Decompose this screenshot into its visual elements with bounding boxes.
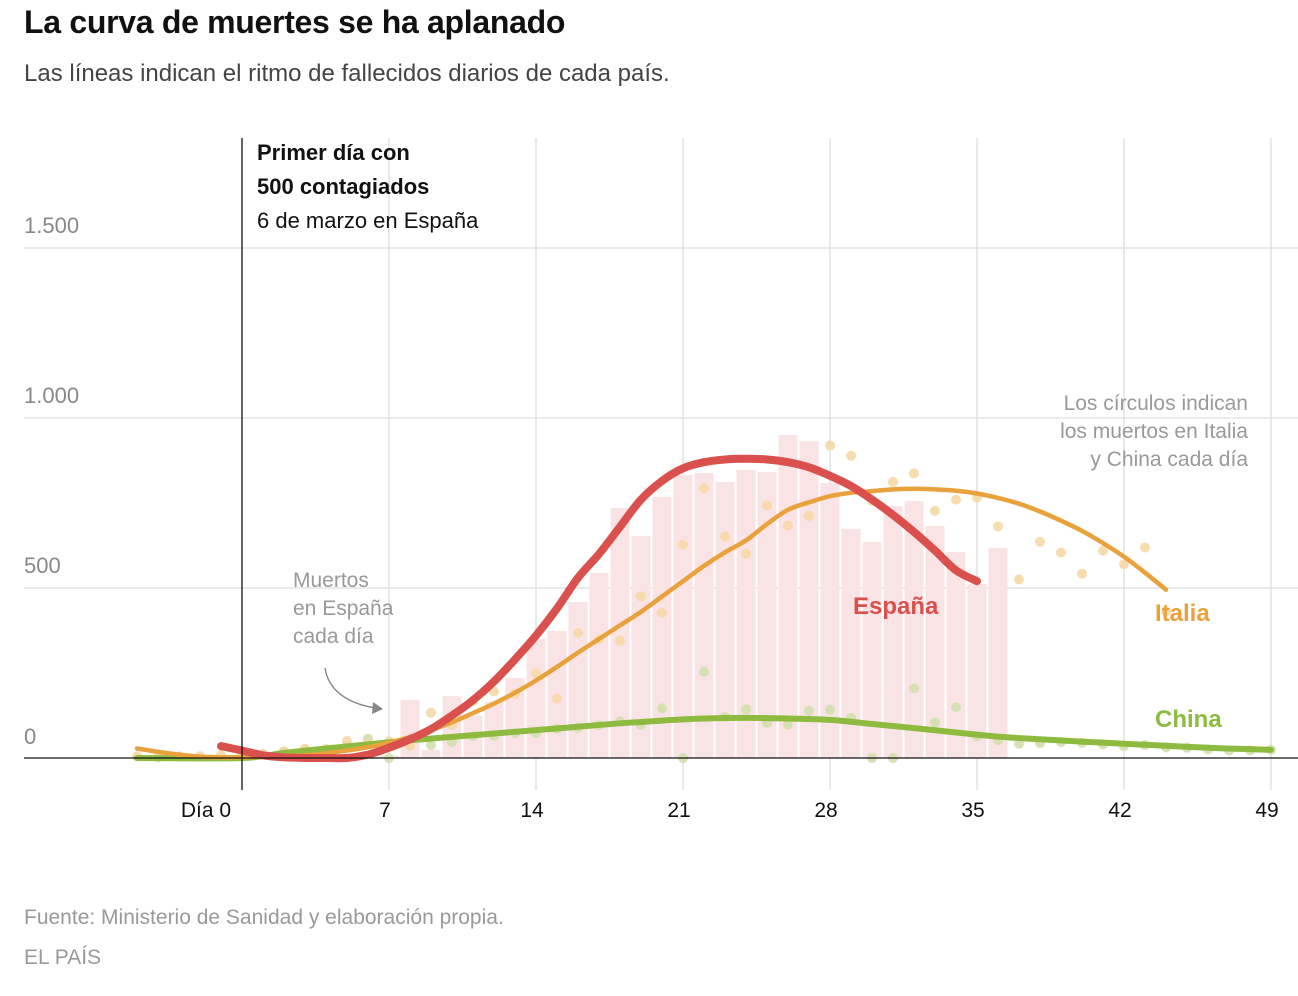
spain-daily-bar xyxy=(484,701,504,758)
spain-daily-bar xyxy=(904,500,924,758)
italy-daily-dot xyxy=(699,483,709,494)
day0-annotation-line1: Primer día con xyxy=(257,140,410,165)
italy-daily-dot xyxy=(741,548,751,559)
bars-note-line3: cada día xyxy=(293,625,374,648)
spain-daily-bar xyxy=(925,526,945,758)
italy-daily-dot xyxy=(888,476,898,487)
y-tick-label: 1.000 xyxy=(24,383,79,408)
italy-daily-dot xyxy=(657,607,667,618)
y-tick-label: 500 xyxy=(24,553,61,578)
day0-annotation-line2: 500 contagiados xyxy=(257,174,429,199)
spain-daily-bar xyxy=(631,535,651,758)
spain-daily-bar xyxy=(421,749,441,758)
x-tick-label: 28 xyxy=(814,799,837,822)
china-daily-dot xyxy=(1014,738,1024,749)
china-daily-dot xyxy=(825,704,835,715)
china-daily-dot xyxy=(699,666,709,677)
brand-label: EL PAÍS xyxy=(24,946,102,969)
italy-daily-dot xyxy=(1098,545,1108,556)
x-tick-labels: Día 0 7 14 21 28 35 42 49 xyxy=(181,799,1279,822)
spain-daily-bar xyxy=(526,639,546,758)
spain-daily-bar xyxy=(673,475,693,758)
x-tick-label: 7 xyxy=(379,799,391,822)
italy-daily-dot xyxy=(993,521,1003,532)
spain-daily-bar xyxy=(799,441,819,758)
spain-daily-bar xyxy=(736,470,756,758)
spain-daily-bar xyxy=(652,496,672,758)
x-tick-label: 49 xyxy=(1255,799,1278,822)
italy-daily-dot xyxy=(1014,574,1024,585)
spain-daily-bar xyxy=(862,542,882,758)
italy-daily-dot xyxy=(909,468,919,479)
china-daily-dot xyxy=(657,703,667,714)
china-daily-dot xyxy=(930,717,940,728)
italy-daily-dot xyxy=(804,510,814,521)
italy-daily-dot xyxy=(783,520,793,531)
spain-daily-bar xyxy=(568,601,588,758)
italy-daily-dot xyxy=(825,440,835,451)
source-note: Fuente: Ministerio de Sanidad y elaborac… xyxy=(24,906,504,929)
italy-daily-dot xyxy=(1035,536,1045,547)
axis-layer xyxy=(24,138,1298,790)
italy-daily-dot xyxy=(531,668,541,678)
china-daily-dot xyxy=(951,702,961,712)
y-tick-label: 0 xyxy=(24,724,36,749)
arrow-icon xyxy=(324,667,376,709)
x-tick-label: 14 xyxy=(520,799,544,822)
chart-subtitle: Las líneas indican el ritmo de fallecido… xyxy=(24,60,670,87)
spain-daily-bar xyxy=(988,547,1008,758)
china-daily-dot xyxy=(909,683,919,694)
italy-daily-dot xyxy=(1077,568,1087,579)
italy-daily-dot xyxy=(636,591,646,602)
arrowhead-icon xyxy=(372,702,383,714)
italy-daily-dot xyxy=(426,707,436,718)
china-daily-dot xyxy=(426,740,436,751)
spain-daily-bar xyxy=(778,435,798,758)
series-label-spain: España xyxy=(853,593,939,620)
spain-daily-bar xyxy=(505,678,525,758)
spain-daily-bar xyxy=(589,573,609,758)
x-tick-label: 21 xyxy=(667,799,690,822)
italy-daily-dot xyxy=(678,539,688,550)
y-tick-label: 1.500 xyxy=(24,213,79,238)
italy-trend-line xyxy=(134,486,1169,760)
series-label-italy: Italia xyxy=(1155,600,1210,627)
italy-daily-dot xyxy=(846,450,856,461)
italy-daily-dot xyxy=(1119,559,1129,570)
spain-daily-bar xyxy=(946,551,966,758)
italy-daily-dot xyxy=(720,531,730,542)
italy-daily-dot xyxy=(930,505,940,516)
china-daily-dot xyxy=(783,719,793,730)
x-tick-label: 35 xyxy=(961,799,984,822)
italy-daily-dot xyxy=(1161,606,1171,617)
italy-daily-dot xyxy=(552,693,562,704)
italy-daily-dot xyxy=(762,500,772,511)
italy-daily-dot xyxy=(1056,547,1066,558)
spain-daily-bar xyxy=(841,528,861,758)
series-label-china: China xyxy=(1155,706,1222,733)
chart-title: La curva de muertes se ha aplanado xyxy=(24,4,566,40)
circles-note-line1: Los círculos indican xyxy=(1064,392,1248,415)
bars-note-line2: en España xyxy=(293,597,394,620)
italy-daily-dot xyxy=(573,627,583,638)
italy-daily-dot xyxy=(615,635,625,646)
italy-daily-dot xyxy=(951,494,961,505)
circles-note-line3: y China cada día xyxy=(1090,448,1248,471)
spain-daily-bar xyxy=(757,472,777,758)
china-trend-line xyxy=(134,714,1274,762)
spain-daily-bar xyxy=(694,473,714,758)
spain-daily-bar xyxy=(883,506,903,758)
x-tick-label: Día 0 xyxy=(181,799,231,822)
circles-note-line2: los muertos en Italia xyxy=(1060,420,1248,443)
spain-daily-bar xyxy=(610,508,630,758)
italy-daily-dot xyxy=(1140,542,1150,553)
x-tick-label: 42 xyxy=(1108,799,1131,822)
day0-annotation-line3: 6 de marzo en España xyxy=(257,208,479,233)
bars-note-line1: Muertos xyxy=(293,569,369,592)
china-daily-dot xyxy=(804,705,814,716)
spain-daily-bar xyxy=(967,583,987,758)
china-daily-dot xyxy=(741,704,751,715)
spain-daily-bar xyxy=(820,482,840,758)
